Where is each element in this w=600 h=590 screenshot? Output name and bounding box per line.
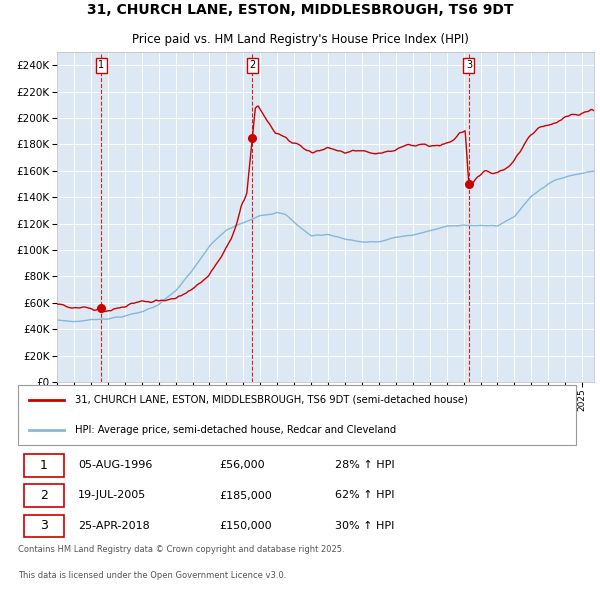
FancyBboxPatch shape xyxy=(18,385,577,445)
Text: Price paid vs. HM Land Registry's House Price Index (HPI): Price paid vs. HM Land Registry's House … xyxy=(131,32,469,45)
FancyBboxPatch shape xyxy=(23,514,64,537)
Text: £185,000: £185,000 xyxy=(220,490,272,500)
Text: 2: 2 xyxy=(250,60,256,70)
Text: 05-AUG-1996: 05-AUG-1996 xyxy=(78,460,152,470)
Text: 1: 1 xyxy=(40,458,47,471)
Text: 3: 3 xyxy=(466,60,472,70)
Text: £150,000: £150,000 xyxy=(220,521,272,531)
Text: 25-APR-2018: 25-APR-2018 xyxy=(78,521,150,531)
Text: 19-JUL-2005: 19-JUL-2005 xyxy=(78,490,146,500)
Text: £56,000: £56,000 xyxy=(220,460,265,470)
Text: 28% ↑ HPI: 28% ↑ HPI xyxy=(335,460,394,470)
Text: 31, CHURCH LANE, ESTON, MIDDLESBROUGH, TS6 9DT (semi-detached house): 31, CHURCH LANE, ESTON, MIDDLESBROUGH, T… xyxy=(76,395,468,405)
Text: 62% ↑ HPI: 62% ↑ HPI xyxy=(335,490,394,500)
Text: 1: 1 xyxy=(98,60,104,70)
Text: This data is licensed under the Open Government Licence v3.0.: This data is licensed under the Open Gov… xyxy=(18,571,286,580)
Text: 31, CHURCH LANE, ESTON, MIDDLESBROUGH, TS6 9DT: 31, CHURCH LANE, ESTON, MIDDLESBROUGH, T… xyxy=(87,4,513,17)
Text: 2: 2 xyxy=(40,489,47,502)
Text: HPI: Average price, semi-detached house, Redcar and Cleveland: HPI: Average price, semi-detached house,… xyxy=(76,425,397,435)
FancyBboxPatch shape xyxy=(23,454,64,477)
FancyBboxPatch shape xyxy=(23,484,64,507)
Text: 3: 3 xyxy=(40,519,47,532)
Text: Contains HM Land Registry data © Crown copyright and database right 2025.: Contains HM Land Registry data © Crown c… xyxy=(18,545,344,555)
Text: 30% ↑ HPI: 30% ↑ HPI xyxy=(335,521,394,531)
